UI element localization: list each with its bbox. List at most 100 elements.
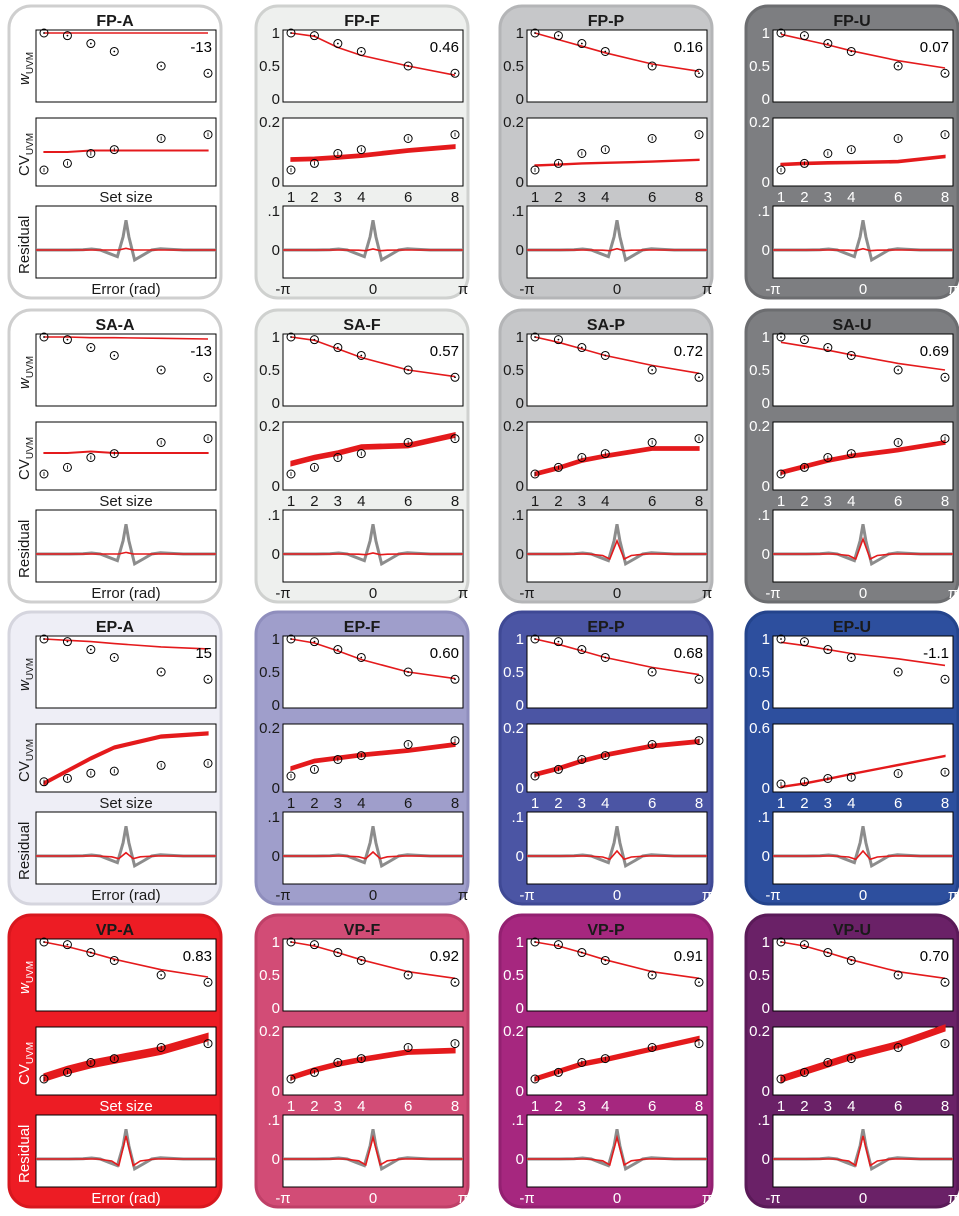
w-data-point — [530, 332, 540, 342]
residual-tick-label: 0 — [272, 546, 280, 563]
set-size-tick-label: 1 — [531, 493, 539, 510]
set-size-tick-label: 4 — [357, 189, 365, 206]
residual-tick-label: 0 — [272, 848, 280, 865]
w-data-dot — [313, 34, 316, 37]
residual-tick-label: 0 — [516, 242, 524, 259]
cv-data-point — [86, 1058, 96, 1067]
w-data-point — [776, 28, 786, 38]
w-data-point — [156, 970, 166, 980]
w-data-point — [577, 39, 587, 49]
w-data-dot — [944, 678, 946, 681]
cv-data-point — [62, 1067, 72, 1077]
error-label: Error (rad) — [91, 281, 160, 298]
panel-title: VP-A — [96, 922, 135, 939]
w-data-dot — [89, 951, 92, 954]
set-size-tick-label: 2 — [554, 795, 562, 812]
w-tick-label: 0 — [516, 697, 524, 714]
residual-model-line — [773, 536, 953, 561]
cv-data-point — [893, 438, 903, 447]
cv-data-point — [530, 165, 540, 175]
w-data-point — [203, 977, 213, 987]
set-size-tick-label: 8 — [451, 189, 459, 206]
w-tick-label: 0 — [762, 1000, 770, 1017]
w-data-dot — [651, 65, 654, 67]
error-label: Error (rad) — [91, 887, 160, 904]
cv-tick-label: 0 — [272, 478, 280, 495]
set-size-tick-label: 2 — [310, 795, 318, 812]
set-size-label: Set size — [99, 493, 152, 510]
set-size-tick-label: 1 — [531, 795, 539, 812]
w-data-point — [62, 31, 72, 41]
cv-tick-label: 0 — [272, 174, 280, 191]
w-data-dot — [43, 941, 45, 943]
cv-data-point — [577, 453, 587, 462]
w-data-point — [530, 937, 540, 947]
cv-data-point — [203, 758, 213, 768]
set-size-tick-label: 3 — [578, 189, 586, 206]
set-size-tick-label: 6 — [404, 1098, 412, 1115]
w-data-dot — [897, 369, 900, 371]
error-tick-label: π — [702, 281, 712, 298]
w-data-dot — [360, 656, 363, 659]
w-data-dot — [313, 640, 316, 643]
w-data-dot — [780, 941, 782, 943]
residual-axis-label: Residual — [16, 216, 33, 274]
w-data-dot — [604, 354, 607, 357]
w-data-dot — [780, 638, 782, 640]
residual-model-line — [283, 1134, 463, 1167]
w-data-point — [109, 652, 119, 662]
set-size-tick-label: 3 — [824, 189, 832, 206]
w-data-point — [309, 637, 319, 647]
set-size-tick-label: 8 — [941, 1098, 949, 1115]
w-tick-label: 0 — [516, 91, 524, 108]
cv-data-point — [553, 158, 563, 168]
w-data-point — [776, 634, 786, 644]
set-size-tick-label: 6 — [648, 189, 656, 206]
cv-data-point — [940, 130, 950, 140]
set-size-tick-label: 6 — [404, 795, 412, 812]
set-size-tick-label: 1 — [777, 1098, 785, 1115]
w-data-dot — [803, 34, 806, 37]
residual-axes — [526, 509, 708, 583]
residual-tick-label: .1 — [757, 809, 770, 826]
w-data-point — [577, 948, 587, 958]
w-data-dot — [454, 376, 456, 379]
w-tick-label: 0 — [516, 1000, 524, 1017]
cv-data-point — [39, 777, 49, 787]
cv-data-point — [286, 165, 296, 175]
cv-data-point — [203, 130, 213, 140]
cv-data-point — [62, 462, 72, 472]
residual-axis-label: Residual — [16, 1125, 33, 1183]
w-tick-label: 1 — [516, 631, 524, 648]
cv-data-point — [286, 771, 296, 781]
residual-axes — [282, 205, 464, 279]
w-data-dot — [944, 376, 946, 379]
w-data-dot — [407, 65, 410, 67]
w-data-point — [940, 372, 950, 382]
cv-tick-label: 0.2 — [503, 1023, 524, 1040]
w-tick-label: 1 — [762, 631, 770, 648]
w-tick-label: 0 — [762, 395, 770, 412]
w-data-point — [600, 46, 610, 56]
w-data-point — [940, 977, 950, 987]
residual-axes — [35, 205, 217, 279]
w-data-point — [577, 645, 587, 655]
w-data-dot — [160, 369, 163, 371]
w-data-dot — [336, 42, 339, 45]
residual-model-line — [527, 247, 707, 252]
error-tick-label: π — [702, 585, 712, 602]
error-label: Error (rad) — [91, 585, 160, 602]
set-size-tick-label: 8 — [451, 493, 459, 510]
panel-title: EP-A — [96, 619, 135, 636]
residual-tick-label: 0 — [272, 1151, 280, 1168]
cv-data-point — [86, 768, 96, 778]
error-tick-label: π — [948, 281, 958, 298]
residual-axis-label: Residual — [16, 822, 33, 880]
set-size-tick-label: 6 — [404, 189, 412, 206]
cv-axes — [772, 117, 954, 187]
residual-model-line — [36, 1135, 216, 1167]
error-tick-label: -π — [275, 887, 290, 904]
w-data-point — [530, 28, 540, 38]
error-tick-label: 0 — [613, 585, 621, 602]
